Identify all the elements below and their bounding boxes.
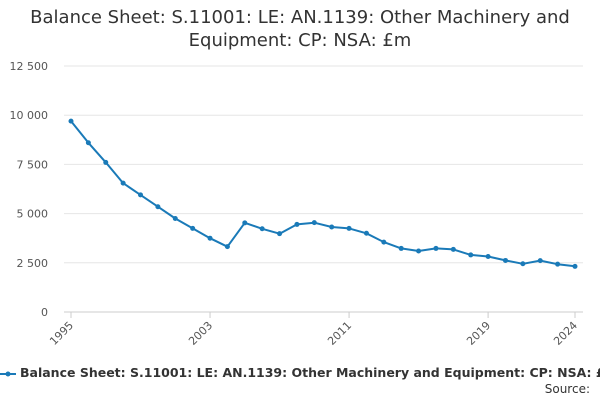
data-point[interactable] bbox=[468, 252, 474, 258]
data-point[interactable] bbox=[242, 220, 248, 226]
data-point[interactable] bbox=[363, 230, 369, 236]
grid-lines bbox=[64, 65, 583, 313]
data-point[interactable] bbox=[502, 257, 508, 263]
x-tick-label: 2024 bbox=[551, 319, 580, 348]
data-point[interactable] bbox=[155, 204, 161, 210]
x-tick-label: 2003 bbox=[186, 319, 215, 348]
legend[interactable]: Balance Sheet: S.11001: LE: AN.1139: Oth… bbox=[0, 365, 600, 380]
data-point[interactable] bbox=[138, 192, 144, 198]
data-point[interactable] bbox=[329, 224, 335, 230]
data-point[interactable] bbox=[120, 180, 126, 186]
y-tick-label: 10 000 bbox=[10, 109, 49, 122]
data-point[interactable] bbox=[416, 248, 422, 254]
data-point[interactable] bbox=[207, 235, 213, 241]
data-point[interactable] bbox=[381, 239, 387, 245]
data-point[interactable] bbox=[172, 216, 178, 222]
data-point[interactable] bbox=[103, 159, 109, 165]
data-point[interactable] bbox=[572, 263, 578, 269]
data-point[interactable] bbox=[294, 221, 300, 227]
data-point[interactable] bbox=[398, 245, 404, 251]
data-point[interactable] bbox=[555, 261, 561, 267]
y-tick-label: 12 500 bbox=[10, 60, 49, 73]
legend-swatch bbox=[0, 371, 16, 376]
data-point[interactable] bbox=[537, 258, 543, 264]
data-point[interactable] bbox=[68, 118, 74, 124]
data-point[interactable] bbox=[433, 245, 439, 251]
data-point[interactable] bbox=[311, 220, 317, 226]
y-axis-ticks: 0 2 500 5 000 7 500 10 000 12 500 bbox=[10, 60, 49, 319]
data-point[interactable] bbox=[346, 225, 352, 231]
x-tick-label: 2019 bbox=[464, 319, 493, 348]
data-point[interactable] bbox=[85, 140, 91, 146]
x-tick-label: 1995 bbox=[47, 319, 76, 348]
data-point[interactable] bbox=[450, 246, 456, 252]
data-point[interactable] bbox=[520, 261, 526, 267]
data-point[interactable] bbox=[277, 231, 283, 237]
chart-title-line-1: Balance Sheet: S.11001: LE: AN.1139: Oth… bbox=[30, 7, 570, 28]
y-tick-label: 7 500 bbox=[17, 158, 49, 171]
chart-title: Balance Sheet: S.11001: LE: AN.1139: Oth… bbox=[20, 6, 580, 52]
y-tick-label: 2 500 bbox=[17, 257, 49, 270]
y-tick-label: 0 bbox=[41, 306, 48, 319]
line-chart: 0 2 500 5 000 7 500 10 000 12 500 1995 2003 201… bbox=[10, 60, 583, 348]
data-point[interactable] bbox=[190, 225, 196, 231]
x-axis: 1995 2003 2011 2019 2024 bbox=[47, 312, 580, 348]
source-label: Source: bbox=[544, 382, 590, 396]
data-point[interactable] bbox=[259, 226, 265, 232]
series-line bbox=[70, 120, 576, 268]
y-tick-label: 5 000 bbox=[17, 208, 49, 221]
data-point[interactable] bbox=[485, 254, 491, 260]
legend-label: Balance Sheet: S.11001: LE: AN.1139: Oth… bbox=[20, 365, 600, 380]
chart-title-line-2: Equipment: CP: NSA: £m bbox=[188, 30, 412, 51]
series-layer bbox=[68, 118, 578, 269]
data-point[interactable] bbox=[224, 244, 230, 250]
x-tick-label: 2011 bbox=[325, 319, 354, 348]
